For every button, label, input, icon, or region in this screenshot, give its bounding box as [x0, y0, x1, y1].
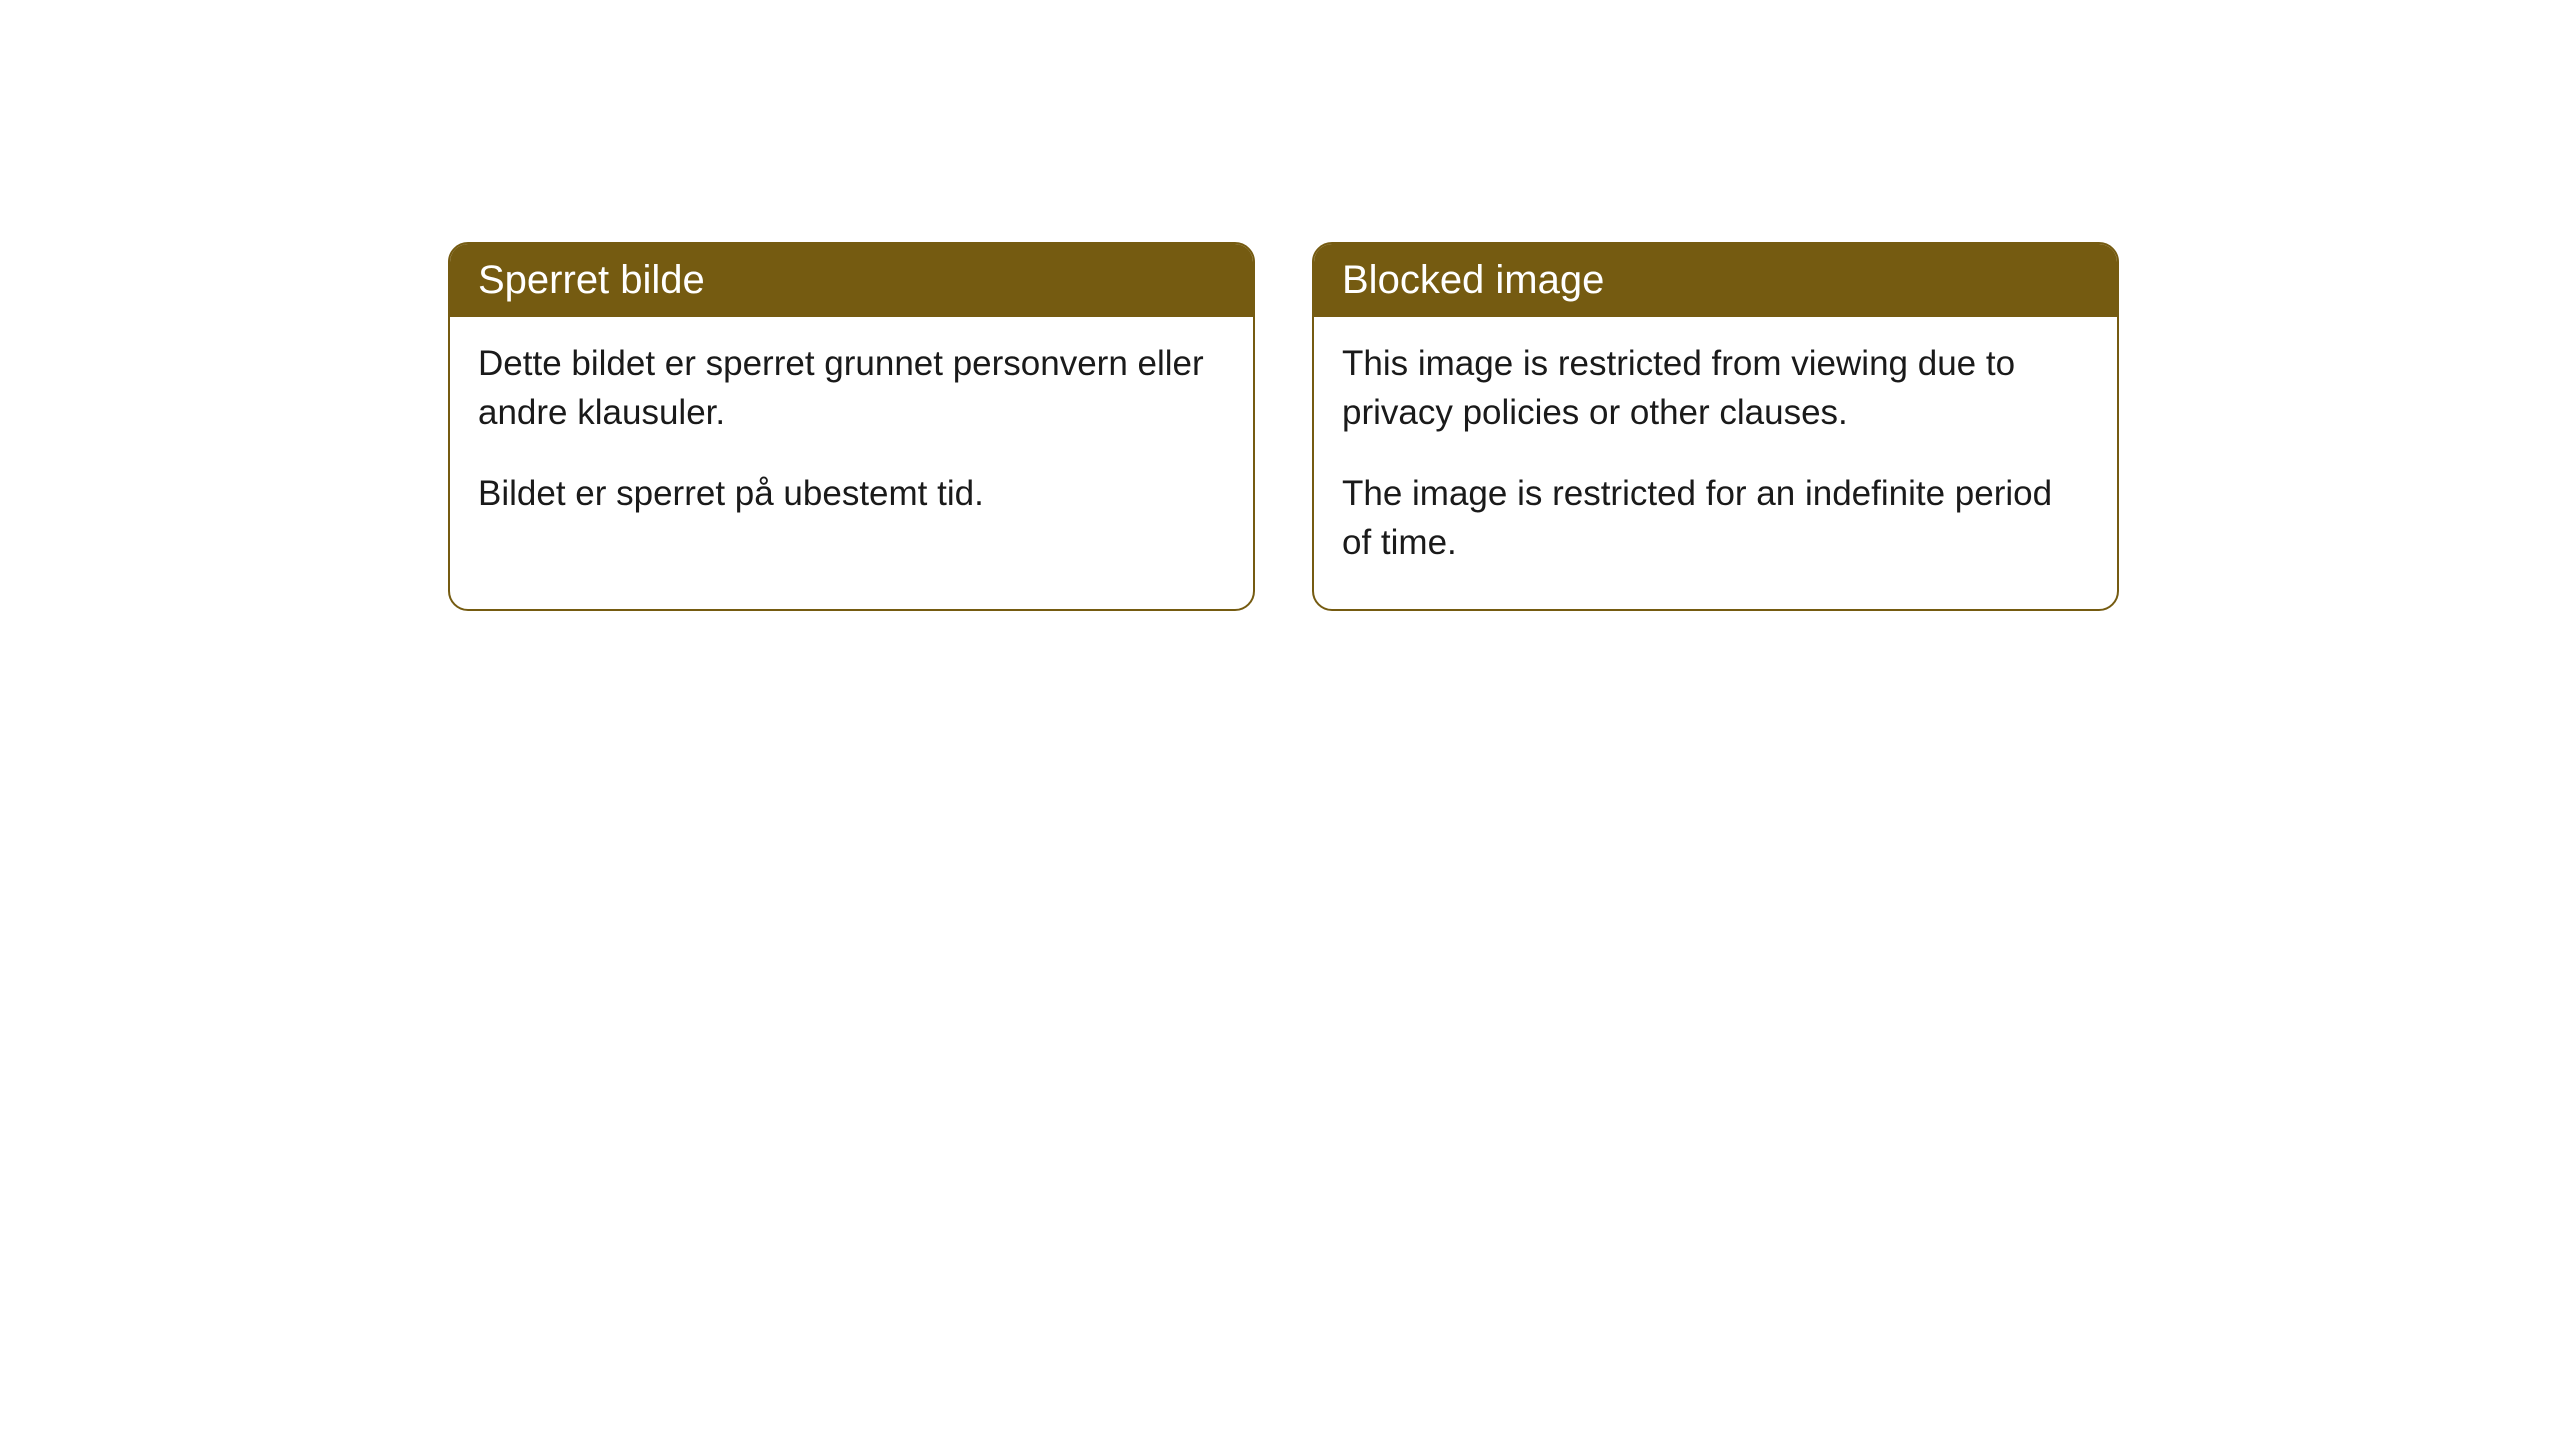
card-paragraph: Dette bildet er sperret grunnet personve… — [478, 339, 1225, 437]
blocked-image-card-english: Blocked image This image is restricted f… — [1312, 242, 2119, 611]
card-header: Sperret bilde — [450, 244, 1253, 317]
blocked-image-card-norwegian: Sperret bilde Dette bildet er sperret gr… — [448, 242, 1255, 611]
card-title: Blocked image — [1342, 258, 1604, 302]
card-header: Blocked image — [1314, 244, 2117, 317]
card-body: This image is restricted from viewing du… — [1314, 317, 2117, 609]
card-title: Sperret bilde — [478, 258, 705, 302]
card-container: Sperret bilde Dette bildet er sperret gr… — [0, 0, 2560, 611]
card-paragraph: Bildet er sperret på ubestemt tid. — [478, 469, 1225, 518]
card-body: Dette bildet er sperret grunnet personve… — [450, 317, 1253, 560]
card-paragraph: This image is restricted from viewing du… — [1342, 339, 2089, 437]
card-paragraph: The image is restricted for an indefinit… — [1342, 469, 2089, 567]
